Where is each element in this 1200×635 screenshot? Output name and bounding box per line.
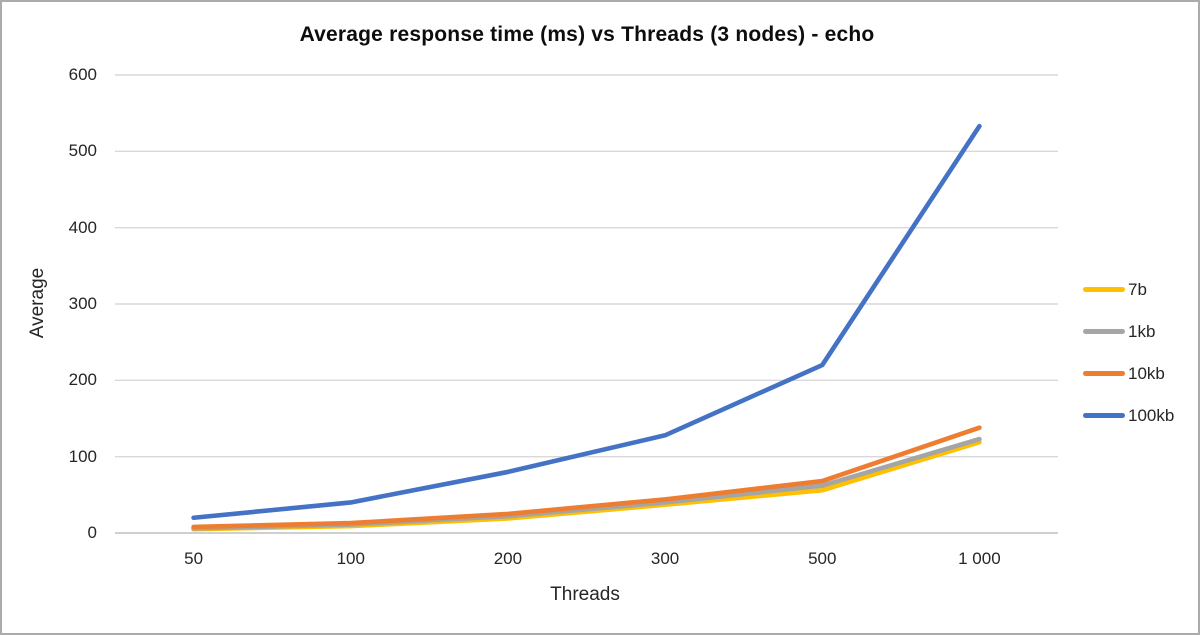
y-tick-label: 600 xyxy=(68,65,97,84)
legend-label: 100kb xyxy=(1128,405,1175,425)
y-tick-label: 500 xyxy=(68,141,97,161)
legend-item-1kb: 1kb xyxy=(1083,320,1174,343)
legend-line-swatch-icon xyxy=(1083,371,1125,376)
y-axis-title: Average xyxy=(27,267,48,339)
legend-label: 1kb xyxy=(1128,321,1156,341)
legend-line-swatch-icon xyxy=(1083,413,1125,418)
y-tick-label: 400 xyxy=(68,217,97,237)
legend-label: 10kb xyxy=(1128,363,1165,383)
legend-item-10kb: 10kb xyxy=(1083,362,1174,385)
legend-label: 7b xyxy=(1128,279,1147,299)
y-tick-label: 100 xyxy=(68,446,97,466)
chart-title: Average response time (ms) vs Threads (3… xyxy=(299,23,875,46)
x-tick-label: 200 xyxy=(493,549,523,568)
y-tick-label: 300 xyxy=(68,294,97,313)
x-tick-label: 300 xyxy=(650,549,680,568)
y-tick-label: 0 xyxy=(87,523,97,542)
y-tick-label: 200 xyxy=(68,370,97,390)
x-tick-label: 1 000 xyxy=(958,549,1001,568)
legend-item-100kb: 100kb xyxy=(1083,404,1174,427)
legend-line-swatch-icon xyxy=(1083,329,1125,334)
x-tick-label: 500 xyxy=(808,549,837,568)
x-axis-title: Threads xyxy=(550,584,620,605)
legend-line-swatch-icon xyxy=(1083,287,1125,292)
legend: 7b 1kb 10kb 100kb xyxy=(1083,278,1174,427)
series-line-10kb xyxy=(191,425,982,530)
series-line-100kb xyxy=(191,123,982,521)
x-tick-label: 100 xyxy=(336,549,365,568)
legend-item-7b: 7b xyxy=(1083,278,1174,301)
x-tick-label: 50 xyxy=(184,549,204,568)
